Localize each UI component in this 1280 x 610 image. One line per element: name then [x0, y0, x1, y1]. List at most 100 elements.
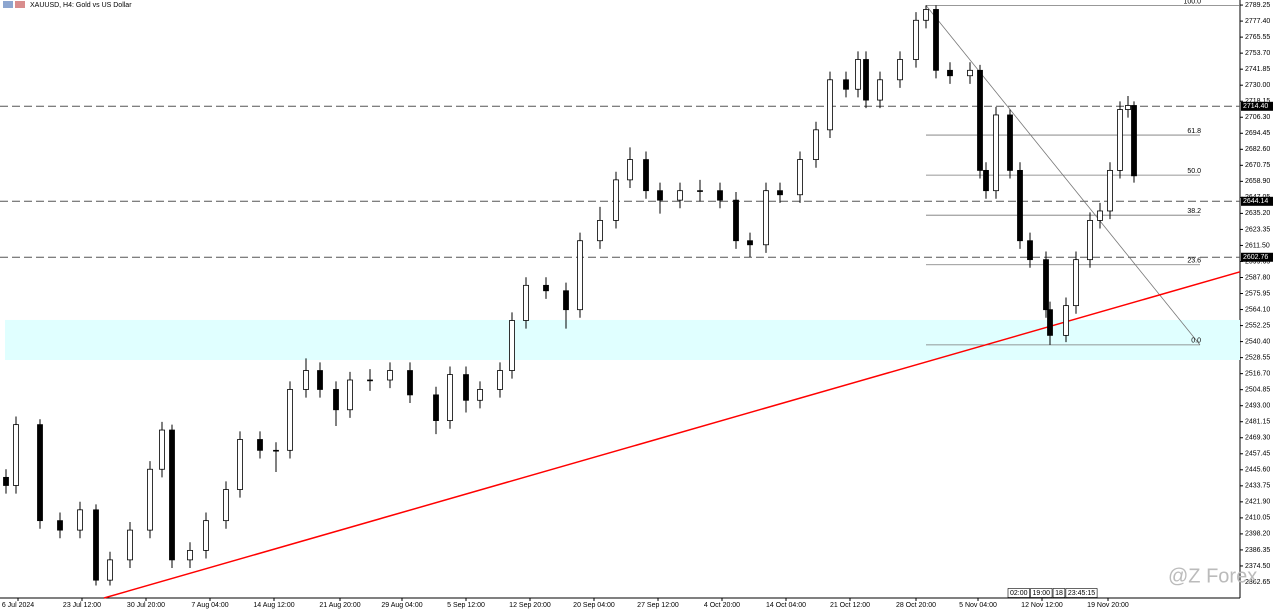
candle-body — [187, 549, 193, 561]
y-tick-label: 2670.75 — [1245, 162, 1270, 169]
y-tick-label: 2587.80 — [1245, 274, 1270, 281]
candle-body — [93, 509, 99, 581]
y-tick-label: 2362.65 — [1245, 579, 1270, 586]
watermark: @Z Forex — [1168, 565, 1257, 587]
x-tick-label: 14 Aug 12:00 — [253, 602, 294, 609]
fib-level-label: 61.8 — [1187, 128, 1201, 135]
candle-body — [463, 374, 469, 401]
candle-body — [1073, 259, 1079, 307]
candle-body — [303, 370, 309, 390]
candle-body — [1043, 259, 1049, 311]
y-tick-label: 2777.40 — [1245, 18, 1270, 25]
candle-body — [1007, 114, 1013, 171]
candle-body — [923, 9, 929, 21]
y-tick-label: 2410.05 — [1245, 515, 1270, 522]
x-tick-label: 27 Sep 12:00 — [637, 602, 679, 609]
candle-body — [3, 476, 9, 486]
candle-body — [797, 159, 803, 196]
candle-body — [733, 199, 739, 242]
candle-body — [37, 424, 43, 522]
candle-body — [643, 159, 649, 192]
candle-body — [933, 9, 939, 71]
y-tick-label: 2493.00 — [1245, 403, 1270, 410]
x-tick-label: 14 Oct 04:00 — [766, 602, 806, 609]
fib-level-label: 50.0 — [1187, 168, 1201, 175]
candle-body — [993, 114, 999, 192]
candle-body — [747, 240, 753, 246]
candle-body — [237, 439, 243, 490]
candle-body — [57, 520, 63, 531]
x-tick-label: 23 Jul 12:00 — [63, 602, 101, 609]
x-tick-label: 12 Sep 20:00 — [509, 602, 551, 609]
candle-body — [947, 69, 953, 77]
candle-body — [657, 190, 663, 201]
y-tick-label: 2718.15 — [1245, 98, 1270, 105]
candle-body — [1125, 105, 1131, 110]
candle-body — [407, 370, 413, 396]
candle-body — [367, 379, 373, 382]
price-tag — [1241, 101, 1273, 111]
fib-level-label: 23.6 — [1187, 258, 1201, 265]
x-tick-label: 6 Jul 2024 — [2, 602, 34, 609]
y-tick-label: 2564.10 — [1245, 306, 1270, 313]
x-tick-label: 5 Sep 12:00 — [447, 602, 485, 609]
candle-body — [1097, 210, 1103, 221]
candle-body — [777, 190, 783, 196]
time-marker-box — [1007, 588, 1030, 598]
candle-body — [983, 169, 989, 192]
candle-body — [697, 190, 703, 192]
y-tick-label: 2540.40 — [1245, 338, 1270, 345]
candle-body — [13, 424, 19, 486]
x-tick-label: 4 Oct 20:00 — [704, 602, 740, 609]
y-tick-label: 2789.25 — [1245, 2, 1270, 9]
candle-body — [497, 370, 503, 390]
y-tick-label: 2694.45 — [1245, 130, 1270, 137]
x-tick-label: 20 Sep 04:00 — [573, 602, 615, 609]
fib-level-label: 0.0 — [1191, 338, 1201, 345]
candle-body — [333, 389, 339, 411]
y-tick-label: 2398.20 — [1245, 531, 1270, 538]
y-tick-label: 2682.60 — [1245, 146, 1270, 153]
candle-body — [107, 559, 113, 581]
y-tick-label: 2421.90 — [1245, 499, 1270, 506]
candle-body — [967, 69, 973, 77]
y-tick-label: 2433.75 — [1245, 483, 1270, 490]
candle-body — [273, 449, 279, 452]
chart-title: XAUUSD, H4: Gold vs US Dollar — [30, 2, 132, 9]
price-tag — [1241, 196, 1273, 206]
y-tick-label: 2481.15 — [1245, 419, 1270, 426]
candle-body — [855, 59, 861, 90]
x-tick-label: 7 Aug 04:00 — [191, 602, 228, 609]
candle-body — [1017, 169, 1023, 242]
y-tick-label: 2623.35 — [1245, 226, 1270, 233]
candle-body — [543, 284, 549, 292]
y-tick-label: 2575.95 — [1245, 290, 1270, 297]
time-marker-label: 18 — [1055, 590, 1063, 597]
time-marker-label: 23:45:15 — [1068, 590, 1095, 597]
y-tick-label: 2504.85 — [1245, 387, 1270, 394]
y-tick-label: 2552.25 — [1245, 322, 1270, 329]
candle-body — [523, 284, 529, 321]
y-tick-label: 2706.30 — [1245, 114, 1270, 121]
price-tag — [1241, 252, 1273, 262]
candle-body — [843, 79, 849, 90]
candle-body — [877, 79, 883, 101]
candle-body — [1063, 305, 1069, 336]
y-tick-label: 2635.20 — [1245, 210, 1270, 217]
time-marker-box — [1065, 588, 1098, 598]
candle-body — [1047, 309, 1053, 336]
candle-body — [317, 370, 323, 390]
candle-body — [577, 240, 583, 311]
y-tick-label: 2741.85 — [1245, 66, 1270, 73]
y-tick-label: 2374.50 — [1245, 563, 1270, 570]
price-tag-label: 2644.14 — [1243, 198, 1268, 205]
price-tag-label: 2714.40 — [1243, 103, 1268, 110]
candle-body — [897, 59, 903, 81]
time-marker-label: 02:00 — [1010, 590, 1028, 597]
candle-body — [1027, 240, 1033, 261]
time-marker-label: 19:00 — [1033, 590, 1051, 597]
candle-body — [1131, 105, 1137, 177]
y-tick-label: 2528.55 — [1245, 354, 1270, 361]
